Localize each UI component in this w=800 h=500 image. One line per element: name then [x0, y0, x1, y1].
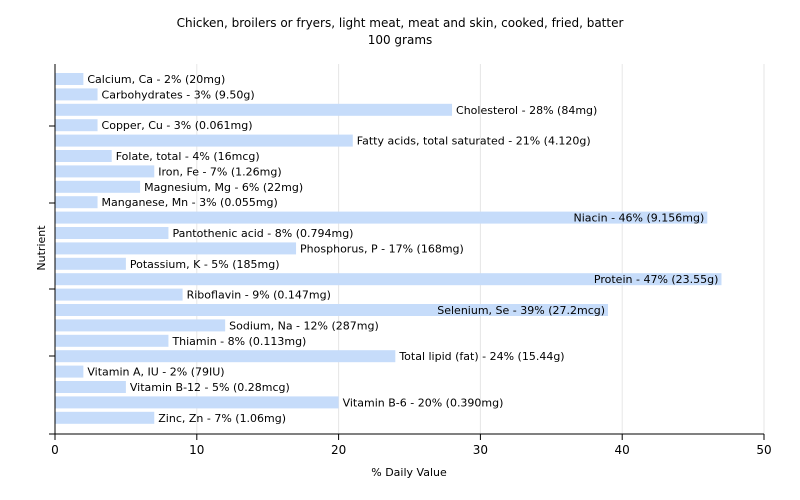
- bar-label-6: Iron, Fe - 7% (1.26mg): [158, 165, 281, 178]
- bar-6: [55, 165, 155, 178]
- bar-13: [55, 273, 722, 286]
- bar-3: [55, 119, 98, 132]
- x-tick-label-50: 50: [756, 443, 771, 457]
- bar-label-16: Sodium, Na - 12% (287mg): [229, 319, 379, 332]
- y-axis-label: Nutrient: [35, 225, 48, 271]
- bar-20: [55, 381, 126, 393]
- bar-17: [55, 334, 169, 347]
- bar-21: [55, 396, 339, 409]
- bar-label-8: Manganese, Mn - 3% (0.055mg): [102, 196, 278, 209]
- bars: Calcium, Ca - 2% (20mg) Carbohydrates - 3…: [55, 73, 722, 425]
- bar-label-17: Thiamin - 8% (0.113mg): [171, 335, 306, 348]
- bar-22: [55, 411, 155, 424]
- x-tick-label-30: 30: [473, 443, 488, 457]
- bar-12: [55, 257, 126, 270]
- bar-label-7: Magnesium, Mg - 6% (22mg): [144, 181, 303, 194]
- x-axis-label: % Daily Value: [371, 466, 447, 479]
- bar-11: [55, 242, 297, 255]
- bar-label-15: Selenium, Se - 39% (27.2mcg): [437, 304, 605, 317]
- bar-16: [55, 319, 226, 332]
- bar-label-20: Vitamin B-12 - 5% (0.28mcg): [130, 381, 290, 394]
- bar-label-18: Total lipid (fat) - 24% (15.44g): [398, 350, 564, 363]
- bar-8: [55, 196, 98, 209]
- bar-19: [55, 365, 84, 378]
- chart-title: Chicken, broilers or fryers, light meat,…: [177, 16, 624, 30]
- bar-label-1: Carbohydrates - 3% (9.50g): [102, 88, 255, 101]
- bar-label-22: Zinc, Zn - 7% (1.06mg): [158, 412, 286, 425]
- bar-14: [55, 288, 183, 301]
- bar-label-21: Vitamin B-6 - 20% (0.390mg): [343, 396, 504, 409]
- bar-4: [55, 134, 353, 147]
- bar-label-5: Folate, total - 4% (16mcg): [116, 150, 260, 163]
- bar-9: [55, 211, 708, 224]
- bar-5: [55, 150, 112, 162]
- x-tick-label-0: 0: [51, 443, 59, 457]
- bar-label-0: Calcium, Ca - 2% (20mg): [87, 73, 225, 86]
- bar-18: [55, 350, 396, 363]
- bar-label-19: Vitamin A, IU - 2% (79IU): [87, 366, 224, 379]
- bar-label-3: Copper, Cu - 3% (0.061mg): [102, 119, 253, 132]
- x-tick-label-40: 40: [615, 443, 630, 457]
- bar-label-11: Phosphorus, P - 17% (168mg): [300, 242, 464, 255]
- bar-2: [55, 103, 453, 116]
- bar-7: [55, 180, 141, 193]
- bar-0: [55, 73, 84, 85]
- bar-label-4: Fatty acids, total saturated - 21% (4.12…: [357, 135, 591, 148]
- bar-label-9: Niacin - 46% (9.156mg): [573, 212, 704, 225]
- bar-10: [55, 227, 169, 239]
- bar-label-2: Cholesterol - 28% (84mg): [456, 104, 597, 117]
- bar-label-12: Potassium, K - 5% (185mg): [130, 258, 280, 271]
- gridlines: [196, 64, 765, 434]
- x-tick-label-20: 20: [331, 443, 346, 457]
- x-tick-label-10: 10: [189, 443, 204, 457]
- bar-label-13: Protein - 47% (23.55g): [594, 273, 719, 286]
- x-ticks: 0 10 20 30 40 50: [51, 434, 772, 457]
- axes: [49, 64, 764, 440]
- bar-1: [55, 88, 98, 101]
- chart-subtitle: 100 grams: [368, 33, 433, 47]
- bar-label-14: Riboflavin - 9% (0.147mg): [187, 289, 331, 302]
- bar-label-10: Pantothenic acid - 8% (0.794mg): [172, 227, 353, 240]
- bar-15: [55, 304, 609, 316]
